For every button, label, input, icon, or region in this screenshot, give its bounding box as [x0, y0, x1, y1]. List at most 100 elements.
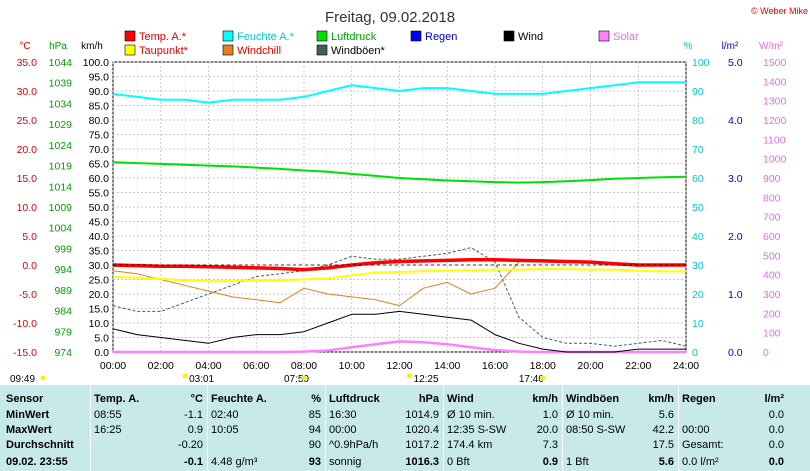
- summary-header: Feuchte A.: [211, 393, 267, 405]
- wind-tick-label: 90.0: [89, 86, 110, 98]
- column-separator: [562, 385, 563, 471]
- legend-label-windchill: Windchill: [237, 45, 281, 57]
- legend-swatch-luftdruck: [316, 30, 328, 42]
- temp-tick-label: -15.0: [13, 347, 37, 359]
- chart-legend: Temp. A.* Feuchte A.* Luftdruck Regen Wind So…: [124, 30, 639, 57]
- x-tick-label: 20:00: [577, 360, 603, 372]
- humidity-tick-label: 30: [692, 260, 704, 272]
- summary-current-extra: 4.48 g/m³: [211, 456, 258, 468]
- wind-tick-label: 5.0: [94, 333, 109, 345]
- temp-tick-label: 35.0: [17, 57, 38, 69]
- pressure-tick-label: 984: [54, 306, 72, 318]
- summary-cell-value: 1020.4: [405, 424, 439, 436]
- series-line-taupunkt: [112, 268, 686, 283]
- temp-tick-label: -5.0: [19, 289, 37, 301]
- summary-current-value: 93: [308, 456, 321, 468]
- summary-cell-value: 0.0: [768, 439, 784, 451]
- pressure-unit-label: hPa: [49, 41, 67, 52]
- wind-tick-label: 10.0: [89, 318, 110, 330]
- pressure-tick-label: 974: [54, 347, 72, 359]
- x-tick-label: 10:00: [339, 360, 365, 372]
- copyright-text: © Weber Mike: [751, 6, 808, 16]
- wind-tick-label: 65.0: [89, 159, 110, 171]
- summary-cell-value: 0.9: [187, 424, 203, 436]
- humidity-tick-label: 50: [692, 202, 704, 214]
- column-separator: [443, 385, 444, 471]
- summary-cell-value: 85: [308, 409, 321, 421]
- x-tick-label: 16:00: [482, 360, 508, 372]
- summary-unit: km/h: [532, 393, 558, 405]
- x-tick-label: 00:00: [100, 360, 126, 372]
- legend-swatch-feuchte: [222, 30, 234, 42]
- pressure-tick-label: 1044: [49, 57, 73, 69]
- summary-current-value: -0.1: [184, 456, 203, 468]
- summary-cell-value: 5.6: [658, 409, 674, 421]
- summary-cell-value: -1.1: [184, 409, 203, 421]
- solar-tick-label: 400: [763, 270, 781, 282]
- wind-tick-label: 20.0: [89, 289, 110, 301]
- series-line-feuchtea: [112, 81, 686, 104]
- legend-label-feuchte: Feuchte A.*: [237, 31, 295, 43]
- pressure-tick-label: 1024: [49, 140, 73, 152]
- summary-cell-value: -0.20: [177, 439, 203, 451]
- solar-tick-label: 0: [763, 347, 769, 359]
- wind-tick-label: 30.0: [89, 260, 110, 272]
- sun-marker: [182, 373, 188, 379]
- x-tick-label: 08:00: [291, 360, 317, 372]
- temp-tick-label: 15.0: [17, 173, 38, 185]
- summary-row-label: MaxWert: [6, 424, 52, 436]
- temp-tick-label: 25.0: [17, 115, 38, 127]
- chart-title: Freitag, 09.02.2018: [325, 9, 455, 26]
- summary-current-value: 0.0: [768, 456, 784, 468]
- pressure-tick-label: 979: [54, 326, 72, 338]
- wind-tick-label: 85.0: [89, 101, 110, 113]
- summary-unit: °C: [190, 393, 203, 405]
- event-time-label: 12:25: [414, 374, 439, 385]
- legend-label-temp: Temp. A.*: [139, 31, 187, 43]
- pressure-tick-label: 1039: [49, 78, 73, 90]
- pressure-tick-label: 1029: [49, 119, 73, 131]
- solar-tick-label: 300: [763, 289, 781, 301]
- summary-cell-value: 1017.2: [405, 439, 439, 451]
- summary-cell-label: Ø 10 min.: [447, 409, 495, 421]
- summary-header: Temp. A.: [94, 393, 140, 405]
- humidity-tick-label: 90: [692, 86, 704, 98]
- wind-tick-label: 60.0: [89, 173, 110, 185]
- wind-tick-label: 25.0: [89, 275, 110, 287]
- humidity-tick-label: 70: [692, 144, 704, 156]
- wind-tick-label: 15.0: [89, 304, 110, 316]
- x-tick-label: 14:00: [434, 360, 460, 372]
- summary-current-value: 5.6: [658, 456, 674, 468]
- series-line-luftdruck: [112, 161, 687, 184]
- legend-swatch-windboeen: [316, 44, 328, 56]
- temp-tick-label: -10.0: [13, 318, 37, 330]
- pressure-tick-label: 1019: [49, 161, 73, 173]
- summary-cell-value: 17.5: [652, 439, 674, 451]
- summary-cell-value: 90: [308, 439, 321, 451]
- wind-unit-label: km/h: [81, 41, 103, 52]
- legend-swatch-windchill: [222, 44, 234, 56]
- solar-tick-label: 1500: [763, 57, 787, 69]
- summary-header: Regen: [682, 393, 716, 405]
- summary-current-time: 09.02. 23:55: [6, 456, 68, 468]
- event-time-label: 07:50: [284, 374, 309, 385]
- series-line-tempa: [112, 258, 686, 272]
- x-tick-label: 12:00: [386, 360, 412, 372]
- solar-tick-label: 1000: [763, 154, 787, 166]
- wind-tick-label: 35.0: [89, 246, 110, 258]
- temp-tick-label: 10.0: [17, 202, 38, 214]
- wind-tick-label: 75.0: [89, 130, 110, 142]
- humidity-tick-label: 0: [692, 347, 698, 359]
- wind-tick-label: 55.0: [89, 188, 110, 200]
- humidity-tick-label: 60: [692, 173, 704, 185]
- solar-tick-label: 500: [763, 250, 781, 262]
- x-tick-label: 18:00: [530, 360, 556, 372]
- weather-chart: 35.0 30.0 25.0 20.0 15.0 10.0 5.0 0.0 -5.0 -10.0 -…: [10, 6, 808, 385]
- wind-tick-label: 0.0: [94, 347, 109, 359]
- solar-tick-label: 700: [763, 212, 781, 224]
- temp-tick-label: 20.0: [17, 144, 38, 156]
- solar-tick-label: 1100: [763, 134, 786, 146]
- wind-tick-label: 95.0: [89, 72, 110, 84]
- humidity-tick-label: 20: [692, 289, 704, 301]
- summary-cell-label: 00:00: [682, 424, 710, 436]
